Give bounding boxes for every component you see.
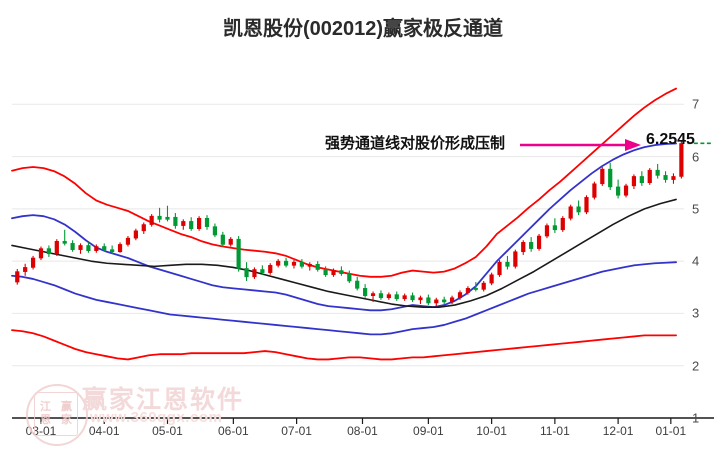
x-axis-tick: 07-01 <box>281 424 312 438</box>
y-axis-tick: 3 <box>692 305 700 321</box>
y-axis-tick: 6 <box>692 149 700 165</box>
seal-char: 赢 <box>61 401 72 413</box>
x-axis-tick: 12-01 <box>602 424 634 438</box>
y-axis-tick: 1 <box>692 410 700 426</box>
y-axis-tick: 7 <box>692 96 700 112</box>
candlestick-series <box>15 140 684 307</box>
x-axis-tick: 11-01 <box>539 424 570 438</box>
watermark-url: www.360qgx.com <box>90 409 223 426</box>
seal-char: 恩 <box>40 414 51 426</box>
x-axis-tick: 01-01 <box>655 424 687 438</box>
x-axis-tick: 04-01 <box>88 424 120 438</box>
y-axis-tick: 5 <box>692 201 700 217</box>
current-price-label: 6.2545 <box>646 131 695 148</box>
y-axis-labels: 7 6 5 4 3 2 1 <box>686 86 726 426</box>
annotation-label: 强势通道线对股价形成压制 <box>325 135 506 152</box>
y-axis-tick: 2 <box>692 358 700 374</box>
watermark-brand: 赢家江恩软件 <box>82 386 245 414</box>
x-axis-tick: 06-01 <box>218 424 249 438</box>
seal-char: 家 <box>61 414 72 426</box>
y-axis-tick: 4 <box>692 253 700 269</box>
x-axis-tick: 10-01 <box>476 424 507 438</box>
x-axis-tick: 08-01 <box>347 424 378 438</box>
annotation-arrow <box>520 139 712 151</box>
watermark-seal-icon: 江赢恩家 <box>26 384 88 446</box>
page-title: 凯恩股份(002012)赢家极反通道 <box>222 18 504 40</box>
x-axis-labels: 03-01 04-01 05-01 06-01 07-01 08-01 09-01 10-01… <box>0 424 726 448</box>
channel-lines <box>11 87 677 361</box>
x-axis-tick: 05-01 <box>152 424 183 438</box>
x-axis-tick: 09-01 <box>413 424 444 438</box>
seal-char: 江 <box>40 401 51 413</box>
